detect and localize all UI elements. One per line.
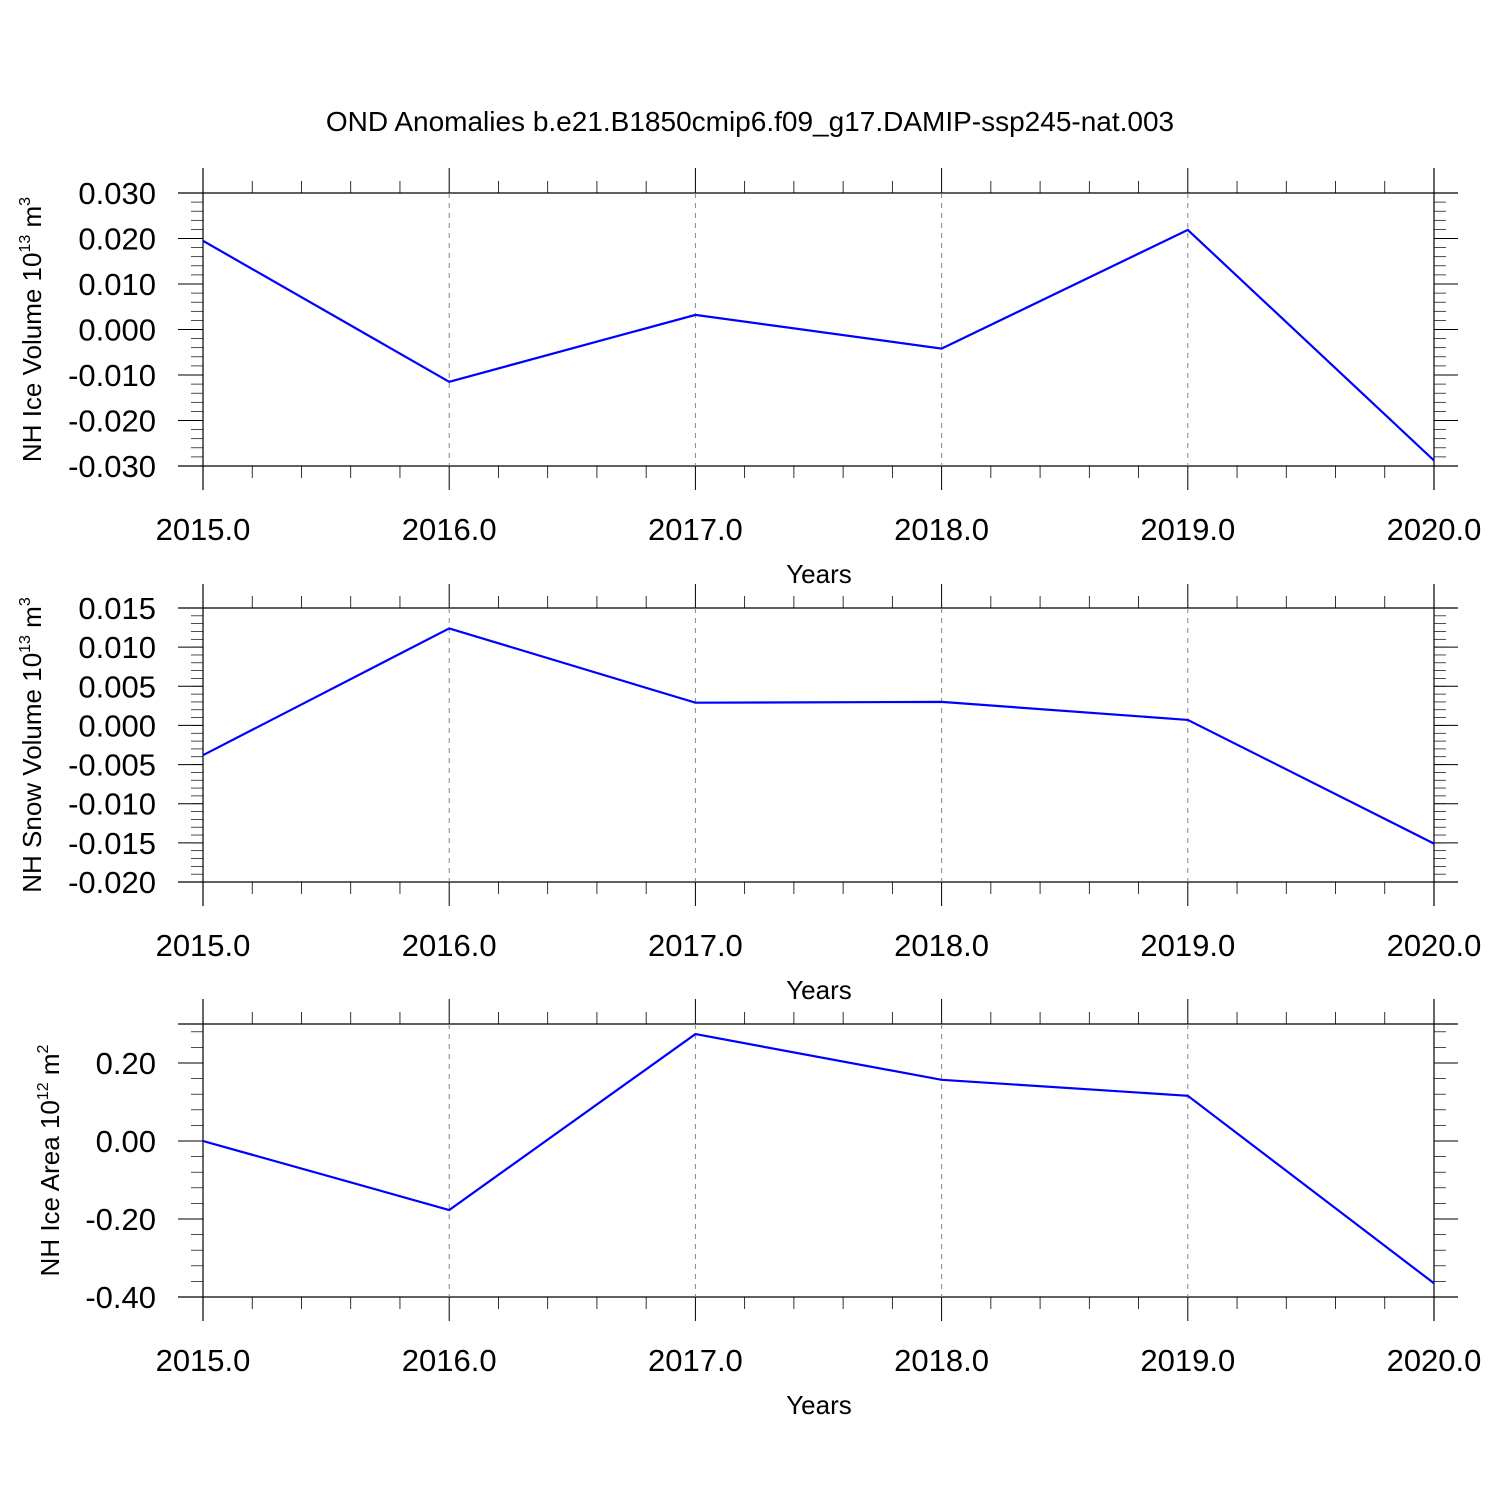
y-tick-label: 0.015 (78, 591, 156, 626)
y-tick-label: -0.020 (68, 404, 156, 439)
y-tick-label: 0.00 (96, 1124, 156, 1159)
chart-panel-2: 2015.0 2016.0 2017.0 2018.0 2019.0 2020.0 0.01… (17, 584, 1481, 1005)
x-tick-label: 2018.0 (894, 512, 989, 547)
y-axis-label: NH Ice Volume 1013 m3 (17, 197, 47, 462)
y-axis-label: NH Snow Volume 1013 m3 (17, 597, 47, 893)
x-tick-label: 2016.0 (402, 1343, 497, 1378)
x-tick-label: 2018.0 (894, 1343, 989, 1378)
y-tick-label: 0.20 (96, 1046, 156, 1081)
x-axis-label: Years (786, 975, 852, 1005)
x-tick-label: 2018.0 (894, 928, 989, 963)
y-tick-label: -0.010 (68, 358, 156, 393)
y-tick-label: 0.010 (78, 630, 156, 665)
figure-title: OND Anomalies b.e21.B1850cmip6.f09_g17.D… (326, 106, 1174, 137)
x-tick-label: 2016.0 (402, 512, 497, 547)
x-axis-label: Years (786, 559, 852, 589)
x-tick-label: 2020.0 (1387, 1343, 1482, 1378)
x-tick-label: 2019.0 (1140, 928, 1235, 963)
x-tick-label: 2015.0 (156, 512, 251, 547)
series-line (202, 1032, 1435, 1285)
y-tick-label: 0.030 (78, 176, 156, 211)
x-axis-label: Years (786, 1390, 852, 1420)
x-tick-label: 2017.0 (648, 512, 743, 547)
chart-panel-1: 2015.0 2016.0 2017.0 2018.0 2019.0 2020.0 0.03… (17, 168, 1481, 589)
y-tick-label: 0.005 (78, 669, 156, 704)
series-line (202, 627, 1435, 845)
x-tick-label: 2017.0 (648, 1343, 743, 1378)
y-tick-label: -0.20 (85, 1202, 156, 1237)
y-tick-label: -0.030 (68, 449, 156, 484)
x-tick-label: 2020.0 (1387, 928, 1482, 963)
x-tick-label: 2015.0 (156, 928, 251, 963)
series-line (202, 228, 1435, 462)
y-tick-label: 0.020 (78, 222, 156, 257)
x-tick-label: 2017.0 (648, 928, 743, 963)
chart-panel-3: 2015.0 2016.0 2017.0 2018.0 2019.0 2020.0 0.20… (35, 999, 1481, 1420)
y-tick-label: 0.010 (78, 267, 156, 302)
y-tick-label: -0.005 (68, 748, 156, 783)
x-tick-label: 2020.0 (1387, 512, 1482, 547)
x-tick-label: 2019.0 (1140, 1343, 1235, 1378)
y-tick-label: -0.010 (68, 787, 156, 822)
y-tick-label: 0.000 (78, 708, 156, 743)
x-tick-label: 2016.0 (402, 928, 497, 963)
y-axis-label: NH Ice Area 1012 m2 (35, 1044, 65, 1276)
x-tick-label: 2019.0 (1140, 512, 1235, 547)
x-tick-label: 2015.0 (156, 1343, 251, 1378)
y-tick-label: 0.000 (78, 313, 156, 348)
y-tick-label: -0.020 (68, 865, 156, 900)
y-tick-label: -0.40 (85, 1280, 156, 1315)
y-tick-label: -0.015 (68, 826, 156, 861)
